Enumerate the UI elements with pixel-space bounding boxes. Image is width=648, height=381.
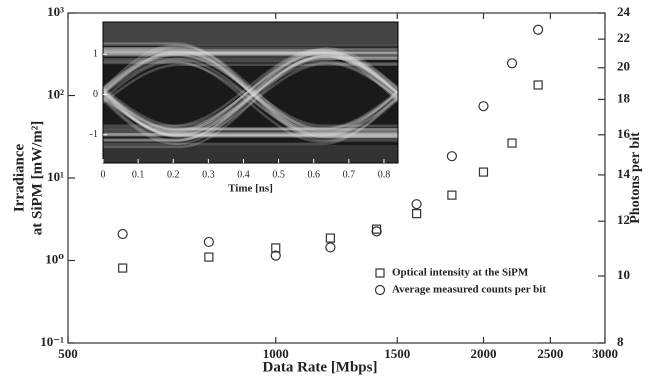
y-tick-label: 10⁻¹ [40, 334, 64, 349]
y2-tick-label: 24 [617, 4, 631, 19]
legend-label: Optical intensity at the SiPM [392, 267, 529, 279]
y-tick-label: 10⁰ [45, 251, 64, 266]
marker-circle [372, 227, 381, 236]
inset-x-tick-label: 0.3 [202, 169, 215, 180]
inset-x-tick-label: 0.4 [237, 169, 250, 180]
marker-square [534, 81, 542, 89]
legend-label: Average measured counts per bit [392, 284, 546, 296]
marker-circle [118, 229, 127, 238]
marker-square [205, 253, 213, 261]
inset: 0 0.1 0.2 0.3 0.4 0.5 0.6 0.7 0.8 -1 0 1 Time [ns] [90, 22, 398, 195]
y2-tick-label: 20 [617, 59, 630, 74]
marker-square [448, 191, 456, 199]
marker-square [326, 234, 334, 242]
x-tick-label: 3000 [592, 346, 618, 361]
inset-x-tick-label: 0.6 [307, 169, 320, 180]
y2-tick-label: 22 [617, 30, 630, 45]
y-tick-label: 10¹ [47, 169, 64, 184]
y2-tick-label: 12 [617, 212, 630, 227]
marker-circle [326, 243, 335, 252]
y2-tick-label: 14 [617, 166, 631, 181]
y2-tick-label: 18 [617, 90, 631, 105]
marker-square [376, 269, 384, 277]
marker-square [119, 264, 127, 272]
marker-circle [508, 59, 517, 68]
inset-x-tick-label: 0.8 [378, 169, 391, 180]
y2-tick-label: 8 [617, 334, 624, 349]
marker-circle [479, 102, 488, 111]
x-tick-label: 1500 [384, 346, 410, 361]
y2-tick-label: 10 [617, 267, 630, 282]
x-tick-label: 2000 [470, 346, 496, 361]
y2-tick-label: 16 [617, 126, 631, 141]
marker-circle [204, 237, 213, 246]
x-tick-label: 2500 [537, 346, 563, 361]
inset-noise-band [103, 22, 398, 44]
y-axis-label: Irradiance [11, 144, 27, 213]
marker-circle [447, 152, 456, 161]
inset-y-tick-label: 1 [93, 49, 98, 60]
chart: Data Rate [Mbps] Irradiance at SiPM [mW/… [0, 0, 648, 381]
x-tick-label: 1000 [263, 346, 289, 361]
marker-square [508, 139, 516, 147]
y-axis-label: at SiPM [mW/m²] [29, 121, 45, 235]
inset-x-tick-label: 0.1 [132, 169, 145, 180]
inset-x-tick-label: 0 [101, 169, 106, 180]
marker-square [413, 210, 421, 218]
y-tick-label: 10³ [47, 4, 64, 19]
marker-circle [412, 200, 421, 209]
inset-x-label: Time [ns] [228, 183, 273, 195]
marker-circle [534, 25, 543, 34]
inset-x-tick-label: 0.7 [343, 169, 356, 180]
marker-square [479, 168, 487, 176]
y2-axis-label: Photons per bit [628, 132, 643, 224]
marker-circle [376, 286, 385, 295]
inset-x-tick-label: 0.2 [167, 169, 180, 180]
inset-x-tick-label: 0.5 [272, 169, 285, 180]
inset-y-tick-label: 0 [93, 89, 98, 100]
inset-y-tick-label: -1 [90, 129, 98, 140]
x-axis-label: Data Rate [Mbps] [263, 359, 378, 375]
y-tick-label: 10² [47, 86, 64, 101]
